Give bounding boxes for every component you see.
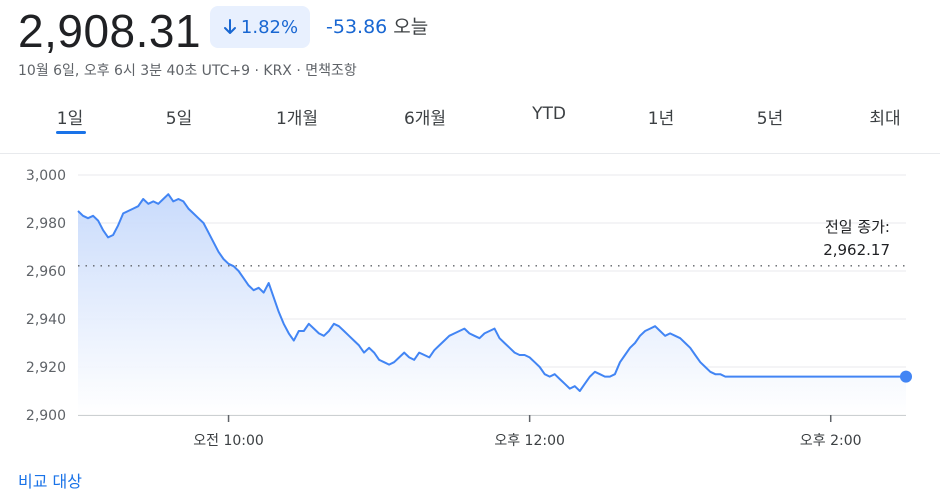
- tab-1y[interactable]: 1년: [647, 109, 675, 129]
- x-tick-label: 오전 10:00: [193, 433, 264, 449]
- previous-close-label: 전일 종가:: [825, 218, 890, 236]
- y-tick-label: 2,960: [26, 264, 66, 280]
- tab-1m[interactable]: 1개월: [275, 109, 319, 129]
- compare-link[interactable]: 비교 대상: [18, 472, 82, 491]
- previous-close-value: 2,962.17: [823, 241, 890, 259]
- y-tick-label: 2,940: [26, 312, 66, 328]
- price-area: [78, 194, 906, 415]
- y-tick-label: 2,920: [26, 360, 66, 376]
- change-period: 오늘: [393, 16, 429, 38]
- tab-5d[interactable]: 5일: [165, 109, 193, 129]
- tab-max[interactable]: 최대: [869, 109, 901, 129]
- percent-change-badge: 1.82%: [210, 6, 310, 48]
- quote-meta: 10월 6일, 오후 6시 3분 40초 UTC+9 · KRX · 면책조항: [18, 63, 357, 79]
- change-value: -53.86: [326, 16, 388, 38]
- price-line: [77, 193, 906, 392]
- tab-5y[interactable]: 5년: [756, 109, 784, 129]
- x-tick-label: 오후 12:00: [494, 433, 565, 449]
- y-tick-label: 2,900: [26, 408, 66, 424]
- arrow-down-icon: [222, 18, 238, 36]
- y-tick-label: 2,980: [26, 216, 66, 232]
- price: 2,908.31: [18, 5, 202, 57]
- range-tabs: 1일 5일 1개월 6개월 YTD 1년 5년 최대: [0, 104, 940, 140]
- y-tick-label: 3,000: [26, 168, 66, 184]
- tab-1d[interactable]: 1일: [56, 109, 84, 129]
- percent-change: 1.82%: [240, 16, 299, 38]
- price-chart[interactable]: 3,000 2,980 2,960 2,940 2,920 2,900 오전 10:00 오…: [0, 0, 940, 479]
- tab-6m[interactable]: 6개월: [403, 109, 447, 129]
- active-tab-indicator: [56, 131, 86, 134]
- price-change: -53.86 오늘: [326, 12, 428, 39]
- x-tick-label: 오후 2:00: [800, 433, 862, 449]
- tab-ytd[interactable]: YTD: [532, 104, 566, 124]
- last-price-dot: [900, 370, 912, 383]
- divider: [0, 153, 940, 154]
